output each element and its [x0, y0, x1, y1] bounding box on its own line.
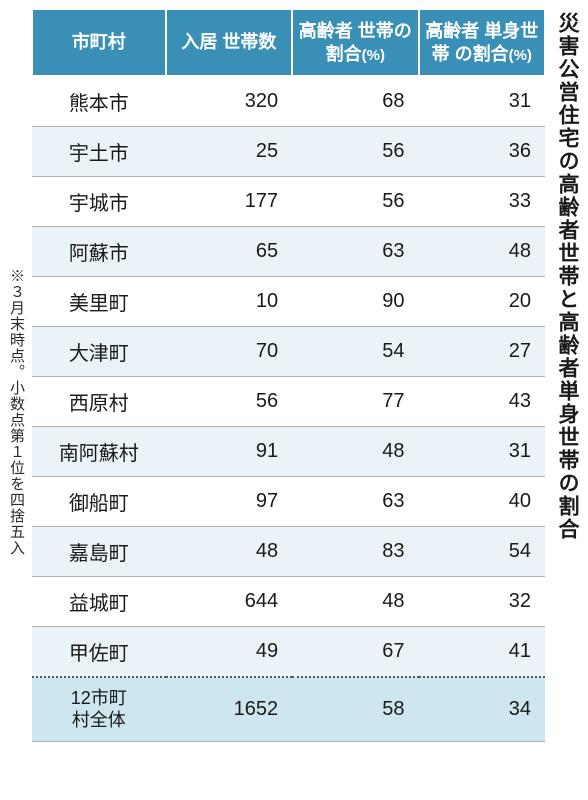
cell-elderly-pct: 83 — [292, 527, 418, 577]
cell-name: 熊本市 — [32, 76, 166, 127]
table-row: 美里町109020 — [32, 277, 545, 327]
table-row: 西原村567743 — [32, 377, 545, 427]
cell-name: 御船町 — [32, 477, 166, 527]
table-row: 熊本市3206831 — [32, 76, 545, 127]
table-total-row: 12市町村全体16525834 — [32, 677, 545, 742]
cell-single-pct: 33 — [419, 177, 545, 227]
table-row: 大津町705427 — [32, 327, 545, 377]
page-title: 災害公営住宅の高齢者世帯と高齢者単身世帯の割合 — [550, 8, 584, 792]
cell-single-pct: 54 — [419, 527, 545, 577]
cell-elderly-pct: 56 — [292, 177, 418, 227]
cell-name: 宇土市 — [32, 127, 166, 177]
cell-elderly-pct: 63 — [292, 477, 418, 527]
cell-name: 宇城市 — [32, 177, 166, 227]
cell-single-pct: 20 — [419, 277, 545, 327]
cell-elderly-pct: 63 — [292, 227, 418, 277]
cell-single-pct: 43 — [419, 377, 545, 427]
cell-households: 177 — [166, 177, 292, 227]
cell-households: 56 — [166, 377, 292, 427]
cell-name: 南阿蘇村 — [32, 427, 166, 477]
cell-households: 49 — [166, 627, 292, 678]
cell-single-pct: 48 — [419, 227, 545, 277]
cell-total-name: 12市町村全体 — [32, 677, 166, 742]
data-table: 市町村 入居 世帯数 高齢者 世帯の 割合(%) 高齢者 単身世帯 の割合(%)… — [31, 8, 546, 742]
table-row: 宇城市1775633 — [32, 177, 545, 227]
cell-elderly-pct: 67 — [292, 627, 418, 678]
cell-single-pct: 32 — [419, 577, 545, 627]
cell-elderly-pct: 90 — [292, 277, 418, 327]
cell-elderly-pct: 48 — [292, 427, 418, 477]
cell-single-pct: 31 — [419, 427, 545, 477]
cell-single-pct: 36 — [419, 127, 545, 177]
cell-households: 10 — [166, 277, 292, 327]
col-municipality: 市町村 — [32, 9, 166, 76]
cell-elderly-pct: 77 — [292, 377, 418, 427]
table-row: 甲佐町496741 — [32, 627, 545, 678]
col-households: 入居 世帯数 — [166, 9, 292, 76]
cell-single-pct: 41 — [419, 627, 545, 678]
col-elderly-pct: 高齢者 世帯の 割合(%) — [292, 9, 418, 76]
cell-elderly-pct: 56 — [292, 127, 418, 177]
cell-name: 大津町 — [32, 327, 166, 377]
cell-name: 阿蘇市 — [32, 227, 166, 277]
cell-name: 西原村 — [32, 377, 166, 427]
table-row: 阿蘇市656348 — [32, 227, 545, 277]
cell-households: 25 — [166, 127, 292, 177]
cell-elderly-pct: 54 — [292, 327, 418, 377]
table-row: 宇土市255636 — [32, 127, 545, 177]
table-row: 嘉島町488354 — [32, 527, 545, 577]
cell-households: 91 — [166, 427, 292, 477]
col-single-pct: 高齢者 単身世帯 の割合(%) — [419, 9, 545, 76]
cell-name: 嘉島町 — [32, 527, 166, 577]
cell-name: 美里町 — [32, 277, 166, 327]
cell-households: 70 — [166, 327, 292, 377]
table-container: 市町村 入居 世帯数 高齢者 世帯の 割合(%) 高齢者 単身世帯 の割合(%)… — [27, 8, 550, 792]
table-row: 南阿蘇村914831 — [32, 427, 545, 477]
cell-households: 644 — [166, 577, 292, 627]
cell-name: 甲佐町 — [32, 627, 166, 678]
cell-elderly-pct: 48 — [292, 577, 418, 627]
footnote: ※３月末時点。小数点第１位を四捨五入 — [4, 8, 27, 792]
cell-households: 320 — [166, 76, 292, 127]
cell-single-pct: 40 — [419, 477, 545, 527]
cell-single-pct: 31 — [419, 76, 545, 127]
table-header-row: 市町村 入居 世帯数 高齢者 世帯の 割合(%) 高齢者 単身世帯 の割合(%) — [32, 9, 545, 76]
cell-name: 益城町 — [32, 577, 166, 627]
cell-total-households: 1652 — [166, 677, 292, 742]
table-row: 益城町6444832 — [32, 577, 545, 627]
cell-total-elderly: 58 — [292, 677, 418, 742]
cell-elderly-pct: 68 — [292, 76, 418, 127]
cell-single-pct: 27 — [419, 327, 545, 377]
cell-total-single: 34 — [419, 677, 545, 742]
cell-households: 97 — [166, 477, 292, 527]
cell-households: 48 — [166, 527, 292, 577]
cell-households: 65 — [166, 227, 292, 277]
table-row: 御船町976340 — [32, 477, 545, 527]
